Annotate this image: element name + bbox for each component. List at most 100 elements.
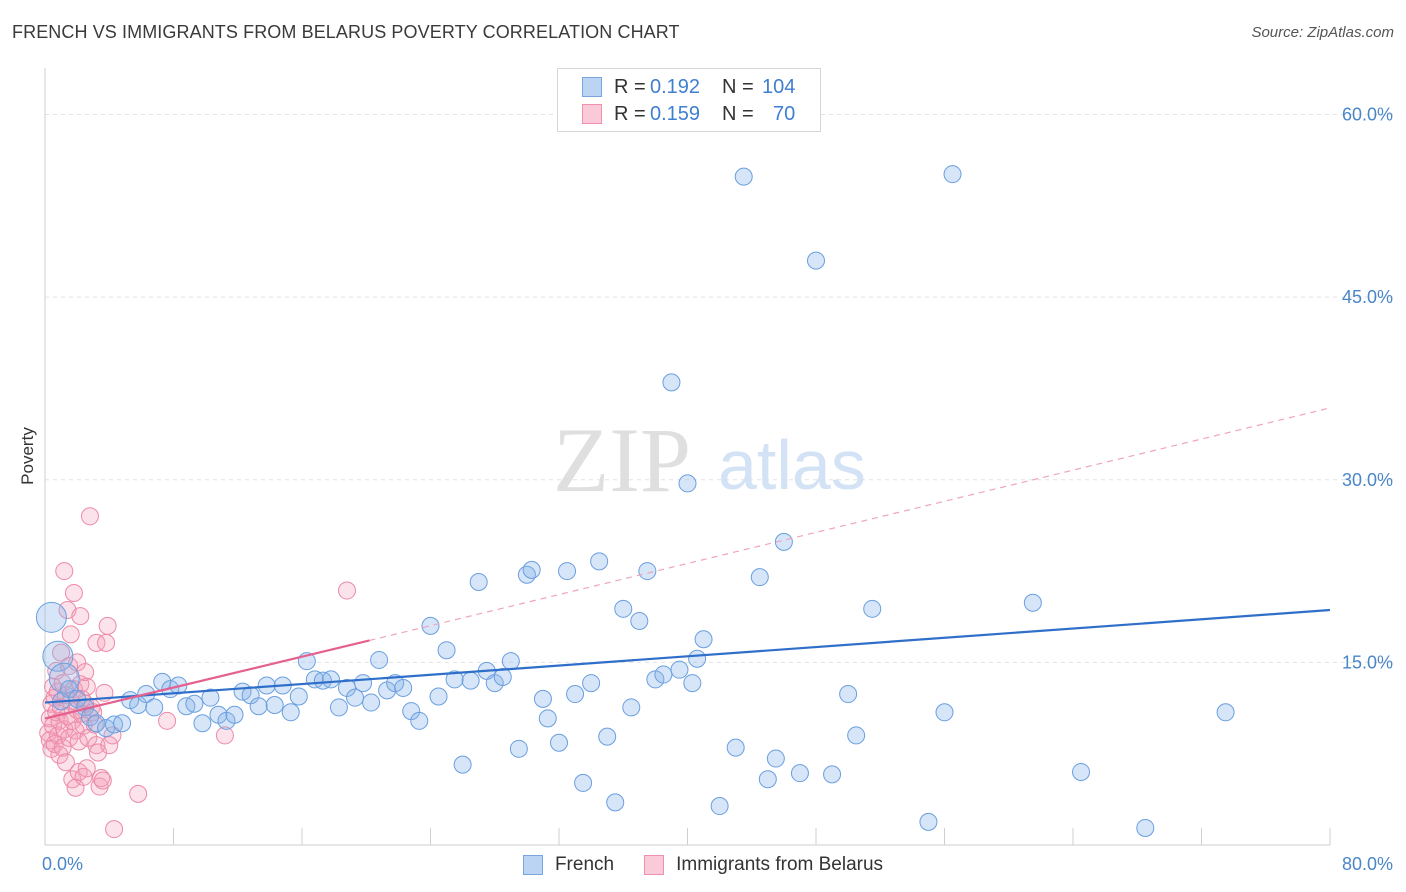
data-point-belarus (129, 784, 148, 803)
y-axis-label: Poverty (18, 427, 37, 485)
y-tick-labels: 15.0% 30.0% 45.0% 60.0% (1342, 105, 1393, 673)
data-point-french (630, 611, 649, 630)
data-point-french (289, 687, 308, 706)
legend-swatch-belarus (582, 104, 602, 124)
data-point-french (935, 703, 954, 722)
data-point-french (225, 705, 244, 724)
y-tick-label: 60.0% (1342, 105, 1393, 125)
legend-n-label: N = (722, 75, 754, 98)
data-point-french (919, 812, 938, 831)
data-point-french (509, 739, 528, 758)
data-point-belarus (56, 753, 75, 772)
legend-item-belarus[interactable]: Immigrants from Belarus (644, 852, 883, 878)
data-point-belarus (61, 625, 80, 644)
y-tick-label: 45.0% (1342, 287, 1393, 307)
data-point-french (501, 652, 520, 671)
data-point-french (185, 694, 204, 713)
data-point-belarus (60, 728, 79, 747)
data-point-french (522, 560, 541, 579)
data-point-french (42, 640, 74, 672)
data-point-french (113, 714, 132, 733)
legend-r-label: R = (614, 102, 646, 125)
data-point-french (265, 695, 284, 714)
data-point-french (193, 714, 212, 733)
data-point-french (566, 685, 585, 704)
data-point-french (145, 698, 164, 717)
data-point-french (758, 770, 777, 789)
data-point-french (453, 755, 472, 774)
legend-r-value: 0.192 (650, 75, 701, 98)
data-point-french (1072, 762, 1091, 781)
data-point-french (847, 726, 866, 745)
data-point-belarus (71, 607, 90, 626)
data-point-belarus (55, 562, 74, 581)
data-point-french (329, 698, 348, 717)
data-point-belarus (77, 677, 96, 696)
legend-row-belarus: R = 0.159 N = 70 (582, 101, 796, 127)
legend-swatch-french (582, 77, 602, 97)
y-tick-label: 15.0% (1342, 652, 1393, 672)
data-point-french (614, 599, 633, 618)
data-point-french (533, 689, 552, 708)
data-point-french (538, 709, 557, 728)
data-point-french (437, 641, 456, 660)
data-point-french (638, 562, 657, 581)
data-point-french (421, 616, 440, 635)
legend-label-belarus: Immigrants from Belarus (676, 854, 884, 875)
data-point-french (410, 711, 429, 730)
data-point-belarus (77, 759, 96, 778)
data-point-french (688, 649, 707, 668)
data-point-french (598, 727, 617, 746)
data-point-french (321, 670, 340, 689)
data-point-belarus (337, 581, 356, 600)
data-point-belarus (158, 711, 177, 730)
data-point-french (678, 474, 697, 493)
data-point-belarus (87, 633, 106, 652)
data-point-french (281, 703, 300, 722)
data-point-french (1023, 593, 1042, 612)
data-point-french (558, 562, 577, 581)
data-point-french (590, 552, 609, 571)
data-point-french (517, 565, 536, 584)
data-point-french (823, 765, 842, 784)
data-point-french (726, 738, 745, 757)
gridlines (45, 114, 1393, 663)
legend-item-french[interactable]: French (522, 852, 615, 878)
data-point-french (87, 714, 106, 733)
source-label: Source: ZipAtlas.com (1251, 24, 1394, 41)
data-point-belarus (76, 663, 95, 682)
data-point-french (429, 687, 448, 706)
data-point-belarus (80, 507, 99, 526)
correlation-legend: R = 0.192 N = 104 R = 0.159 N = 70 (557, 68, 821, 132)
legend-r-value: 0.159 (650, 102, 701, 125)
data-point-belarus (93, 771, 112, 790)
data-point-french (354, 674, 373, 693)
data-point-french (839, 685, 858, 704)
series-belarus-points (39, 507, 356, 839)
data-point-french (574, 773, 593, 792)
data-point-french (249, 697, 268, 716)
data-point-french (790, 764, 809, 783)
data-point-french (201, 688, 220, 707)
data-point-french (1136, 818, 1155, 837)
y-tick-label: 30.0% (1342, 470, 1393, 490)
watermark-atlas: atlas (718, 426, 866, 504)
data-point-belarus (64, 583, 83, 602)
legend-label-french: French (554, 854, 615, 875)
data-point-french (493, 667, 512, 686)
watermark-zip: ZIP (553, 409, 691, 511)
series-legend: French Immigrants from Belarus (0, 852, 1406, 878)
data-point-french (863, 599, 882, 618)
data-point-french (807, 251, 825, 270)
data-point-french (1216, 703, 1235, 722)
data-point-french (734, 167, 753, 186)
data-point-french (582, 674, 601, 693)
data-point-belarus (87, 736, 106, 755)
data-point-french (654, 665, 673, 684)
legend-n-value: 70 (773, 102, 796, 125)
chart-title: FRENCH VS IMMIGRANTS FROM BELARUS POVERT… (12, 22, 680, 42)
data-point-french (622, 698, 641, 717)
legend-swatch-french (522, 855, 543, 875)
data-point-belarus (98, 616, 117, 635)
